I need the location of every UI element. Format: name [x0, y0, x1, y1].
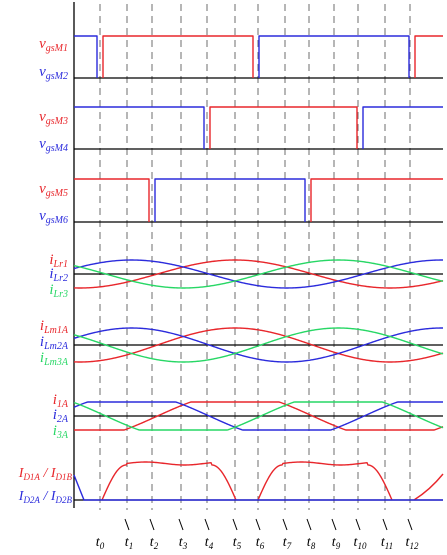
- time-label-t10: t10: [354, 535, 367, 550]
- time-tick-t9: [331, 518, 337, 531]
- label-diode-1: ID1A / ID1B: [18, 466, 73, 482]
- time-label-t4: t4: [205, 535, 214, 550]
- label-vgsM6: vgsM6: [39, 208, 68, 226]
- time-tick-t5: [232, 518, 238, 531]
- label-i1A: i1A: [53, 392, 69, 410]
- label-iLr1: iLr1: [49, 252, 68, 270]
- iD1-trace-a: [101, 461, 237, 501]
- time-label-t9: t9: [332, 535, 341, 550]
- iD2-trace: [73, 474, 443, 501]
- label-vgsM4: vgsM4: [39, 136, 68, 154]
- time-tick-t12: [407, 518, 413, 531]
- time-tick-t4: [204, 518, 210, 531]
- vgsM5-trace-b: [310, 178, 443, 222]
- label-i2A: i2A: [53, 407, 69, 425]
- label-vgsM3: vgsM3: [39, 109, 68, 127]
- iD1-trace-c: [413, 473, 444, 501]
- vgsM4-trace-b: [362, 106, 443, 149]
- iD1-trace-b: [257, 461, 393, 501]
- time-tick-t6: [255, 518, 261, 531]
- time-tick-t10: [355, 518, 361, 531]
- vgsM4-trace-a: [74, 106, 205, 149]
- iLm1A-trace: [73, 327, 444, 363]
- time-tick-t1: [124, 518, 130, 531]
- i1A-trace: [74, 401, 444, 431]
- iLm3A-trace: [73, 327, 444, 363]
- time-tick-t7: [282, 518, 288, 531]
- time-label-t7: t7: [283, 535, 292, 550]
- iLr2-trace: [73, 259, 444, 289]
- time-tick-t8: [306, 518, 312, 531]
- magnetizing-current-waveforms: [73, 327, 444, 363]
- diode-current-waveforms: [73, 461, 444, 501]
- time-label-t2: t2: [150, 535, 159, 550]
- time-label-t5: t5: [233, 535, 242, 550]
- i2A-trace: [73, 401, 443, 431]
- time-labels: t0 t1 t2 t3 t4 t5 t6 t7 t8 t9 t10 t11 t12: [96, 518, 419, 551]
- label-vgsM1: vgsM1: [39, 36, 68, 54]
- vgsM2-trace: [74, 35, 98, 78]
- label-iLr2: iLr2: [49, 266, 68, 284]
- vgsM2-trace-b: [258, 35, 410, 78]
- vgsM1-trace-a: [102, 35, 254, 78]
- time-marker-lines: [99, 4, 411, 510]
- label-iLr3: iLr3: [49, 282, 68, 300]
- label-i3A: i3A: [53, 423, 69, 441]
- time-label-t0: t0: [96, 535, 105, 550]
- signal-labels: vgsM1vgsM2vgsM3vgsM4vgsM5vgsM6iLr1iLr2iL…: [18, 36, 73, 505]
- vgsM6-trace: [154, 178, 306, 222]
- time-tick-t11: [382, 518, 388, 531]
- time-label-t6: t6: [256, 535, 265, 550]
- vgsM3-trace: [209, 106, 358, 149]
- time-label-t3: t3: [179, 535, 188, 550]
- iLr3-trace: [73, 259, 444, 289]
- i3A-trace: [73, 401, 444, 431]
- gate-signal-waveforms: [74, 35, 443, 222]
- time-label-t8: t8: [307, 535, 316, 550]
- iLm2A-trace: [73, 327, 444, 363]
- iLr1-trace: [73, 259, 444, 289]
- label-iLm3A: iLm3A: [40, 350, 69, 368]
- time-tick-t3: [178, 518, 184, 531]
- resonant-current-waveforms: [73, 259, 444, 289]
- time-tick-t2: [149, 518, 155, 531]
- time-label-t12: t12: [406, 535, 419, 550]
- vgsM5-trace-a: [74, 178, 150, 222]
- label-diode-2: ID2A / ID2B: [18, 489, 73, 505]
- phase-current-waveforms: [73, 401, 444, 431]
- time-label-t1: t1: [125, 535, 133, 550]
- vgsM1-trace-b: [414, 35, 443, 78]
- time-label-t11: t11: [381, 535, 393, 550]
- label-iLm2A: iLm2A: [40, 334, 69, 352]
- label-iLm1A: iLm1A: [40, 318, 69, 336]
- label-vgsM5: vgsM5: [39, 181, 68, 199]
- label-vgsM2: vgsM2: [39, 64, 68, 82]
